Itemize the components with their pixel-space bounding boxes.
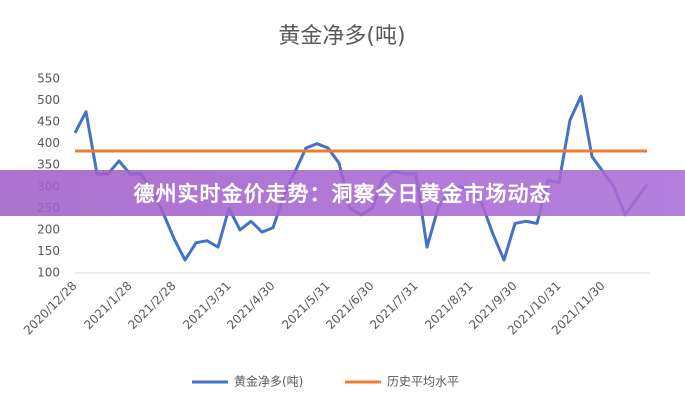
y-tick-label: 200 — [37, 222, 60, 236]
x-tick-label: 2021/2/28 — [125, 279, 178, 332]
chart-title: 黄金净多(吨) — [278, 24, 405, 49]
y-tick-label: 350 — [37, 158, 60, 172]
banner: 德州实时金价走势：洞察今日黄金市场动态 — [0, 170, 685, 216]
x-tick-label: 2020/12/28 — [21, 279, 80, 338]
y-tick-label: 400 — [37, 136, 60, 150]
y-tick-label: 500 — [37, 93, 60, 107]
y-tick-label: 550 — [37, 72, 60, 86]
y-tick-label: 450 — [37, 115, 60, 129]
y-tick-label: 100 — [37, 266, 60, 280]
x-tick-label: 2021/7/31 — [367, 279, 420, 332]
y-tick-label: 150 — [37, 244, 60, 258]
legend-label: 黄金净多(吨) — [234, 374, 303, 389]
legend-label: 历史平均水平 — [387, 375, 459, 389]
x-tick-label: 2021/4/30 — [224, 279, 277, 332]
